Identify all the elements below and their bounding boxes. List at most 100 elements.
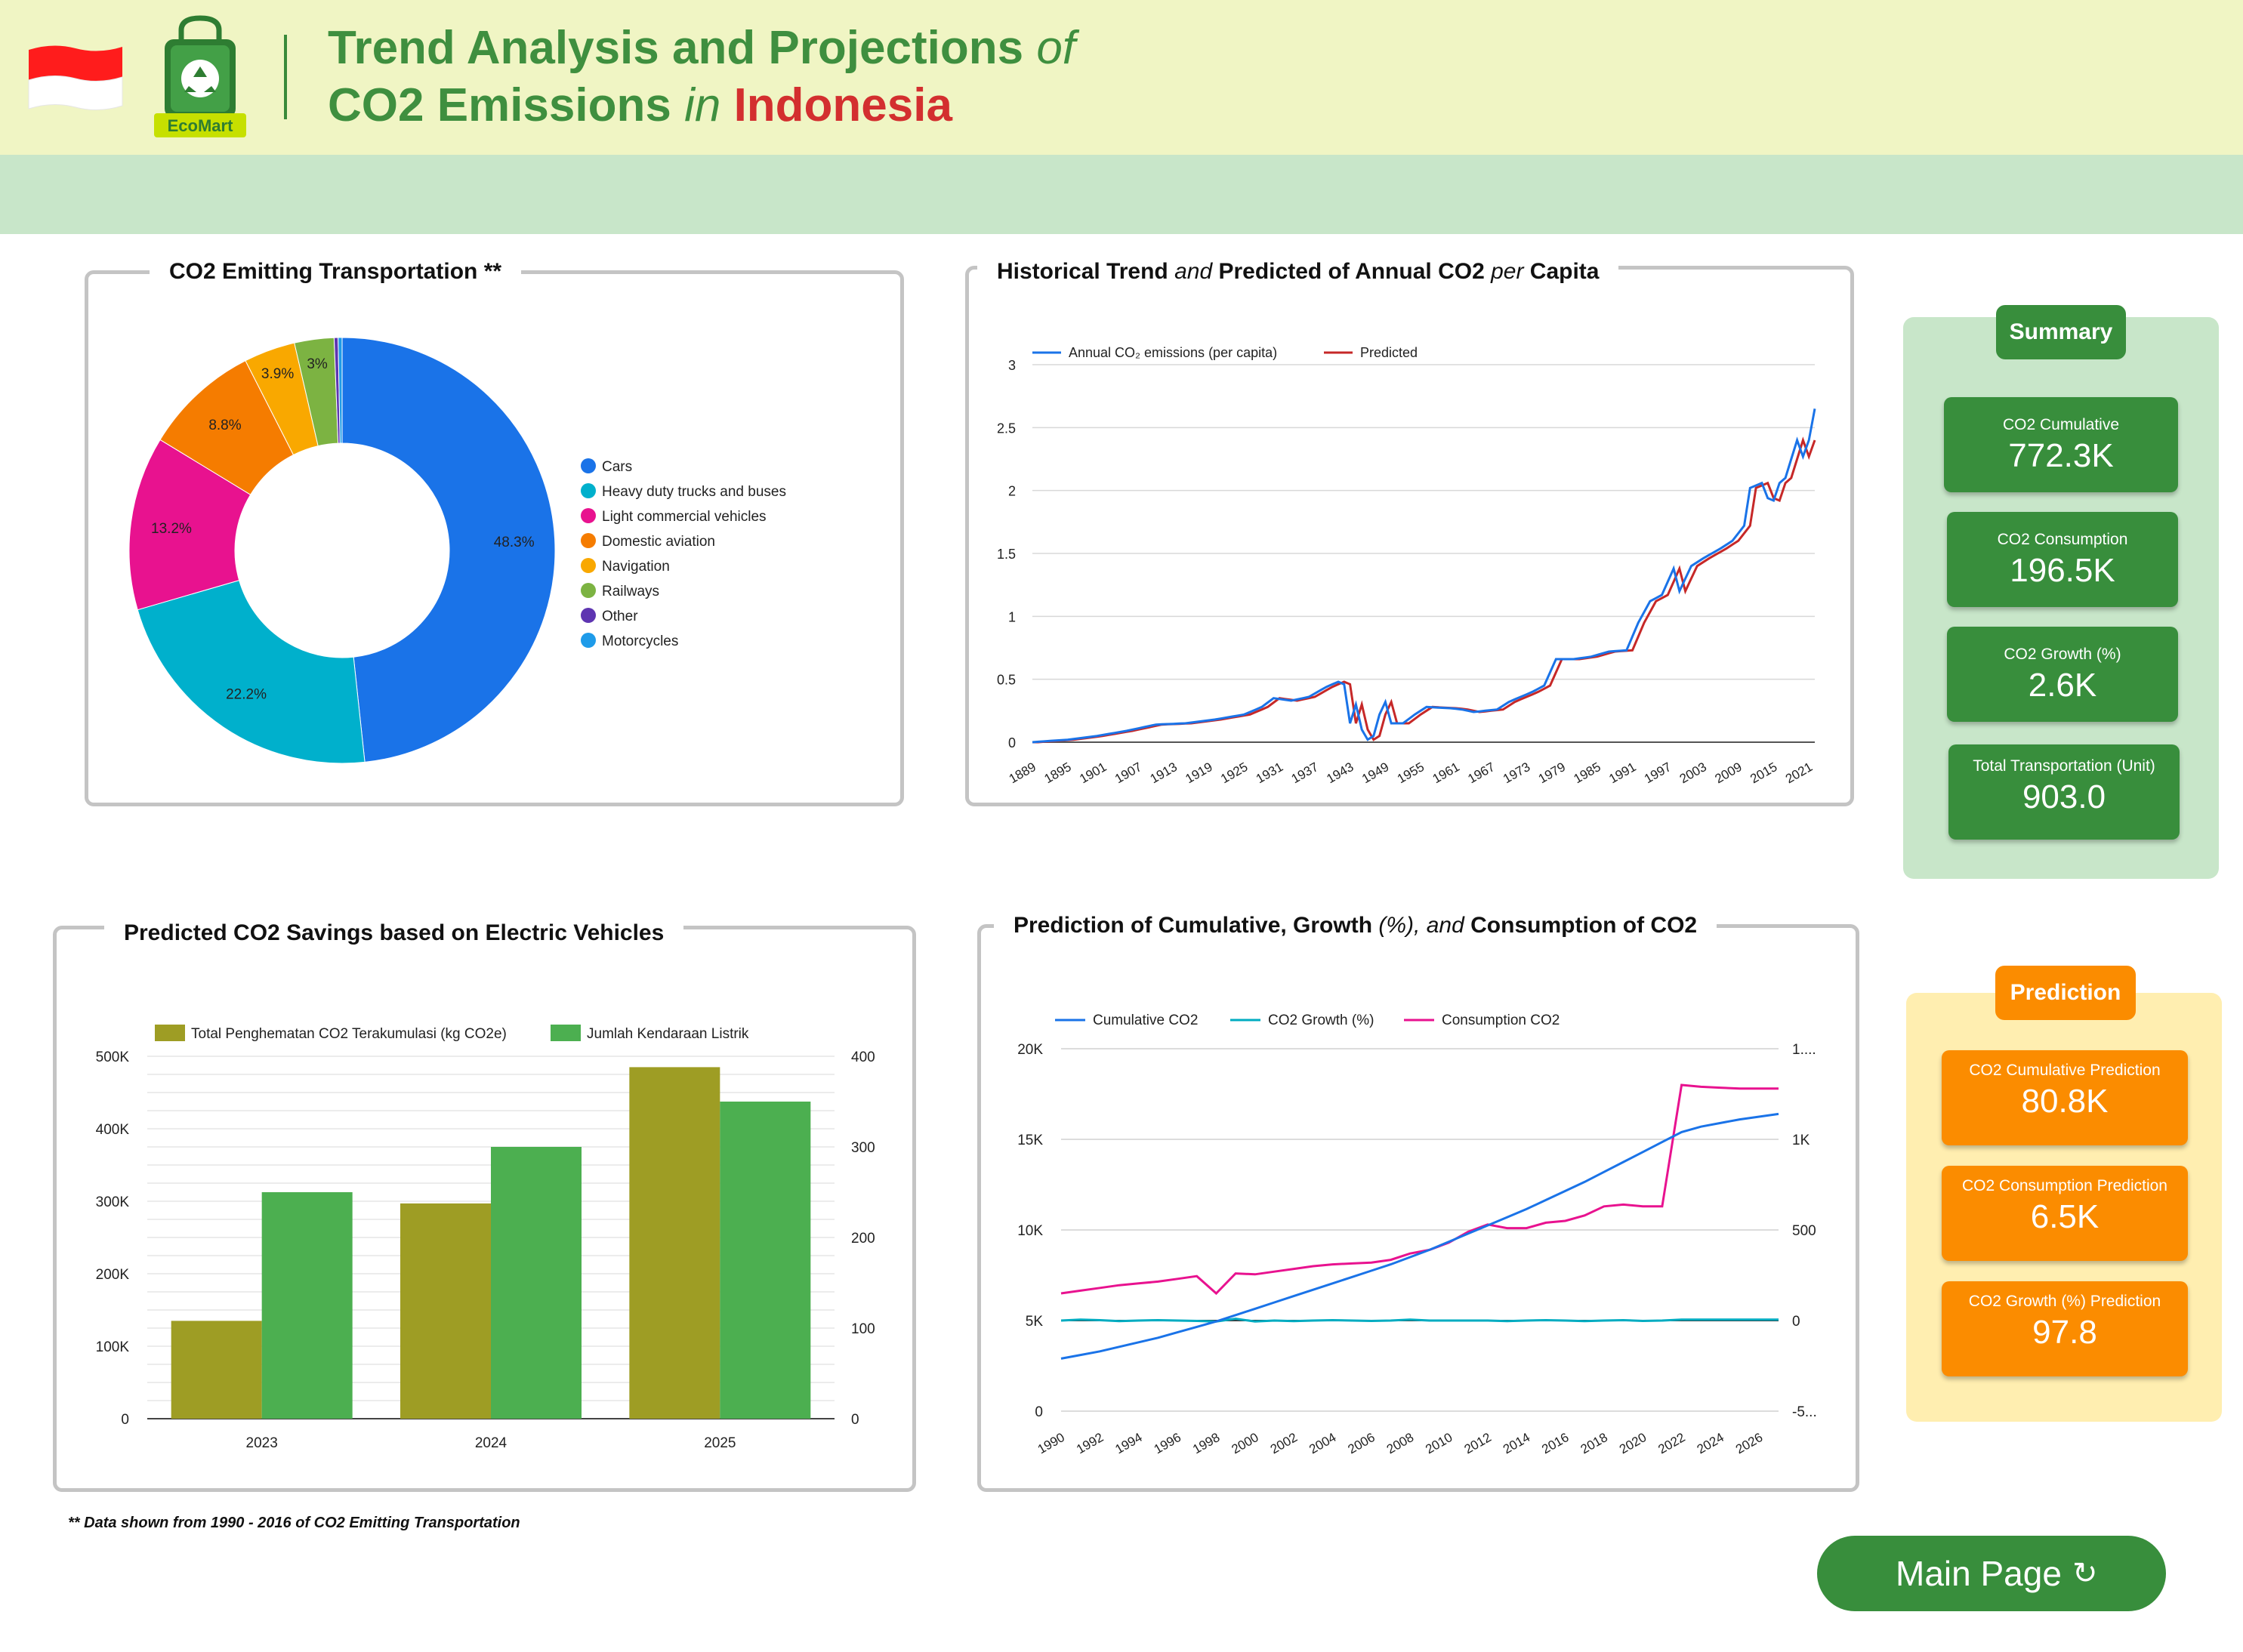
pred-y-right-tick-2: 0 (1792, 1314, 1800, 1330)
indonesia-flag-icon (28, 45, 123, 110)
pred-x-tick-18: 2024 (1695, 1430, 1726, 1456)
hist-x-tick-3: 1901 (1077, 760, 1109, 786)
bar-y-left-tick-1: 0 (121, 1412, 129, 1428)
legend-label-1: Cars (602, 459, 632, 475)
legend-label-5: Navigation (602, 559, 670, 575)
pred-y-left-tick-3: 10K (1017, 1223, 1043, 1239)
main-page-button[interactable]: Main Page ↻ (1817, 1536, 2166, 1611)
bar-y-right-tick-1: 0 (851, 1412, 859, 1428)
hist-x-tick-22: 2015 (1748, 760, 1779, 786)
bar-y-right-tick-3: 200 (851, 1231, 875, 1247)
legend-swatch-6 (581, 583, 596, 598)
pred-x-tick-16: 2020 (1617, 1430, 1649, 1456)
hist-x-tick-6: 1919 (1183, 760, 1214, 786)
hist-legend-label-1: Annual CO₂ emissions (per capita) (1069, 345, 1277, 360)
legend-label-6: Railways (602, 584, 659, 599)
hist-x-tick-17: 1985 (1572, 760, 1603, 786)
pred-x-tick-11: 2010 (1423, 1430, 1455, 1456)
legend-label-4: Domestic aviation (602, 534, 715, 550)
historical-panel-title: Historical Trend and Predicted of Annual… (977, 257, 1619, 287)
hist-x-tick-20: 2003 (1677, 760, 1709, 786)
bar-legend-swatch-2 (551, 1025, 581, 1041)
pred-x-tick-6: 2000 (1229, 1430, 1260, 1456)
bar-y-left-tick-6: 500K (96, 1049, 130, 1065)
hist-x-tick-21: 2009 (1712, 760, 1744, 786)
legend-swatch-4 (581, 533, 596, 548)
bar-y-left-tick-2: 100K (96, 1339, 130, 1355)
legend-swatch-5 (581, 558, 596, 573)
annual-emissions-line (1032, 408, 1816, 744)
hist-y-tick-3: 1 (1008, 609, 1016, 624)
bar-y-right-tick-4: 300 (851, 1140, 875, 1156)
pred-x-tick-15: 2018 (1578, 1430, 1610, 1456)
cumulative-prediction-card: CO2 Cumulative Prediction 80.8K (1942, 1050, 2188, 1145)
ev-count-bar-2023 (261, 1192, 353, 1419)
co2-growth-card: CO2 Growth (%) 2.6K (1947, 627, 2178, 722)
predicted-line (1032, 436, 1816, 744)
hist-y-tick-1: 0 (1008, 735, 1016, 750)
bar-x-tick-2: 2024 (475, 1435, 508, 1451)
historical-line-chart: 0 0.5 1 1.5 2 2.5 3 1889 1895 1901 1907 1913 1919 192… (997, 345, 1816, 786)
bar-legend-label-1: Total Penghematan CO2 Terakumulasi (kg C… (191, 1026, 507, 1042)
header-band (0, 0, 2243, 155)
hist-x-tick-14: 1967 (1465, 760, 1497, 786)
ev-count-bar-2025 (720, 1102, 811, 1419)
hist-legend-label-2: Predicted (1360, 345, 1418, 360)
prediction-chart-panel: 0 5K 10K 15K 20K -5... 0 500 1K 1.... 1990 1992 1994… (977, 924, 1859, 1492)
hist-x-tick-13: 1961 (1430, 760, 1462, 786)
donut-slice-label-3: 13.2% (151, 521, 192, 537)
co2-growth-line (1060, 1318, 1779, 1323)
pred-x-tick-9: 2006 (1346, 1430, 1378, 1456)
hist-x-tick-4: 1907 (1112, 760, 1144, 786)
hist-x-tick-19: 1997 (1642, 760, 1674, 786)
bar-legend-label-2: Jumlah Kendaraan Listrik (587, 1026, 749, 1042)
bar-y-left-tick-5: 400K (96, 1122, 130, 1138)
pred-x-tick-3: 1994 (1112, 1430, 1144, 1456)
pred-y-left-tick-5: 20K (1017, 1042, 1043, 1058)
summary-box: Summary CO2 Cumulative 772.3K CO2 Consump… (1903, 305, 2219, 879)
page-title: Trend Analysis and Projections of CO2 Em… (328, 22, 1076, 131)
donut-slice-2 (137, 579, 366, 764)
hist-x-tick-1: 1889 (1007, 760, 1038, 786)
hist-y-tick-4: 1.5 (997, 547, 1016, 562)
historical-panel: 0 0.5 1 1.5 2 2.5 3 1889 1895 1901 1907 1913 1919 192… (965, 266, 1854, 806)
pred-x-tick-8: 2004 (1307, 1430, 1338, 1456)
pred-y-right-tick-3: 500 (1792, 1223, 1816, 1239)
footnote: ** Data shown from 1990 - 2016 of CO2 Em… (68, 1515, 520, 1531)
legend-label-2: Heavy duty trucks and buses (602, 484, 786, 500)
bar-y-right-tick-2: 100 (851, 1321, 875, 1337)
hist-x-tick-12: 1955 (1395, 760, 1427, 786)
legend-swatch-7 (581, 608, 596, 623)
ev-count-bar-2024 (491, 1147, 582, 1419)
prediction-chart-title: Prediction of Cumulative, Growth (%), an… (994, 911, 1717, 941)
pred-x-tick-1: 1990 (1035, 1430, 1067, 1456)
hist-x-tick-11: 1949 (1359, 760, 1391, 786)
hist-x-tick-15: 1973 (1501, 760, 1532, 786)
pred-x-tick-19: 2026 (1733, 1430, 1765, 1456)
prediction-badge: Prediction (1995, 966, 2136, 1020)
pred-x-tick-5: 1998 (1190, 1430, 1222, 1456)
donut-slice-3 (128, 439, 251, 611)
hist-y-tick-6: 2.5 (997, 421, 1016, 436)
pred-x-tick-4: 1996 (1152, 1430, 1183, 1456)
pred-y-left-tick-4: 15K (1017, 1133, 1043, 1148)
co2-cumulative-card: CO2 Cumulative 772.3K (1944, 397, 2178, 492)
hist-y-tick-5: 2 (1008, 484, 1016, 499)
bar-y-left-tick-3: 200K (96, 1267, 130, 1283)
hist-x-tick-9: 1937 (1289, 760, 1321, 786)
total-transportation-card: Total Transportation (Unit) 903.0 (1948, 744, 2180, 840)
pred-y-right-tick-4: 1K (1792, 1133, 1810, 1148)
pred-x-tick-7: 2002 (1268, 1430, 1300, 1456)
pred-x-tick-12: 2012 (1462, 1430, 1494, 1456)
pred-y-left-tick-2: 5K (1026, 1314, 1044, 1330)
hist-y-tick-7: 3 (1008, 358, 1016, 373)
cumulative-co2-line (1060, 1112, 1779, 1360)
summary-badge: Summary (1996, 305, 2126, 359)
legend-swatch-2 (581, 483, 596, 498)
pred-x-tick-14: 2016 (1539, 1430, 1571, 1456)
pred-legend-label-2: CO2 Growth (%) (1268, 1012, 1374, 1028)
legend-label-8: Motorcycles (602, 633, 678, 649)
legend-swatch-3 (581, 508, 596, 523)
consumption-co2-line (1060, 1083, 1779, 1296)
savings-bar-2024 (400, 1203, 491, 1419)
